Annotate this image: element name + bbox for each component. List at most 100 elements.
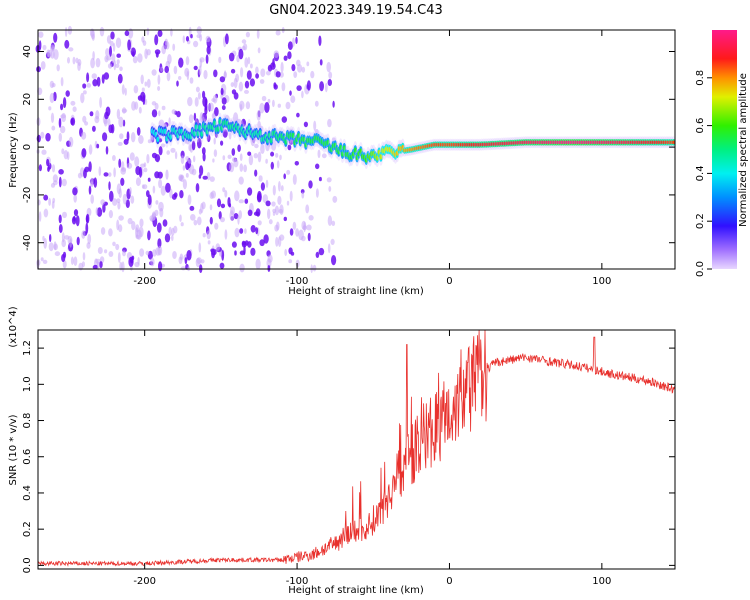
spectrogram-noise-blob — [307, 232, 311, 242]
spectrogram-noise-blob — [187, 194, 192, 206]
spectrogram-noise-blob — [72, 56, 76, 65]
spectrogram-noise-blob — [199, 165, 204, 176]
spectrogram-noise-blob — [294, 161, 299, 166]
spectrogram-noise-blob — [60, 125, 66, 134]
spectrogram-noise-blob — [84, 166, 90, 173]
spectrogram-noise-blob — [221, 97, 227, 105]
spectrogram-noise-blob — [112, 241, 116, 247]
spectrogram-noise-blob — [126, 162, 133, 169]
spectrogram-noise-blob — [116, 53, 121, 58]
spectrogram-noise-blob — [147, 177, 151, 182]
spectrogram-noise-blob — [85, 215, 89, 224]
spectrogram-noise-blob — [295, 259, 300, 268]
spectrogram-noise-blob — [81, 131, 87, 140]
spectrogram-noise-blob — [99, 97, 102, 108]
spectrogram-noise-blob — [243, 43, 248, 51]
spectrogram-noise-blob — [93, 177, 98, 188]
spectrogram-noise-blob — [253, 153, 258, 159]
spectrogram-noise-blob — [126, 131, 130, 142]
spectrogram-noise-blob — [38, 31, 44, 38]
spectrogram-noise-blob — [137, 257, 140, 265]
spectrogram-noise-blob — [244, 57, 249, 68]
spectrogram-noise-blob — [140, 74, 144, 85]
spectrogram-noise-blob — [238, 199, 244, 204]
spectrogram-noise-blob — [239, 163, 244, 172]
spectrogram-noise-blob — [261, 95, 267, 102]
ridge-core — [269, 137, 273, 144]
spectrogram-noise-blob — [48, 242, 54, 252]
spectrogram-noise-blob — [166, 150, 170, 155]
spectrogram-noise-blob — [43, 194, 49, 201]
spectrogram-noise-blob — [243, 164, 248, 173]
spectrogram-noise-blob — [90, 194, 94, 204]
spectrogram-noise-blob — [258, 175, 263, 182]
spectrogram-frame — [37, 29, 676, 270]
spectrogram-noise-blob — [118, 158, 122, 168]
spectrogram-noise-blob — [95, 258, 101, 264]
colorbar-tick-label: 0.6 — [695, 118, 706, 134]
spectrogram-noise-blob — [107, 172, 112, 178]
spectrogram-noise-blob — [287, 144, 292, 151]
spectrogram-noise-blob — [254, 143, 259, 149]
spectrogram-noise-blob — [154, 102, 159, 110]
spectrogram-noise-blob — [306, 80, 311, 91]
spectrogram-noise-blob — [209, 176, 215, 182]
spectrogram-noise-blob — [140, 163, 146, 168]
spectrogram-noise-blob — [164, 38, 168, 46]
spectrogram-noise-blob — [170, 147, 176, 153]
spectrogram-noise-cloud — [35, 25, 338, 274]
spectrogram-noise-blob — [147, 194, 152, 206]
spectrogram-noise-blob — [72, 106, 77, 112]
spectrogram-noise-blob — [100, 227, 106, 235]
ridge-core — [326, 139, 330, 146]
spectrogram-noise-blob — [58, 176, 62, 188]
spectrogram-noise-blob — [77, 62, 81, 71]
spectrogram-noise-blob — [92, 125, 96, 132]
spectrogram-noise-blob — [129, 152, 135, 161]
spectrogram-noise-blob — [179, 253, 184, 261]
spectrogram-noise-blob — [248, 154, 254, 166]
spectrogram-noise-blob — [287, 41, 293, 50]
spectrogram-noise-blob — [171, 109, 176, 115]
spectrogram-noise-blob — [288, 259, 293, 264]
spectrogram-noise-blob — [100, 199, 106, 206]
spectrogram-noise-blob — [191, 140, 196, 151]
spectrogram-noise-blob — [228, 203, 232, 208]
spectrogram-noise-blob — [195, 86, 200, 93]
spectrogram-noise-blob — [297, 64, 303, 73]
spectrogram-noise-blob — [332, 195, 338, 203]
spectrogram-noise-blob — [289, 228, 294, 236]
spectrogram-noise-blob — [172, 251, 177, 259]
spectrogram-noise-blob — [64, 27, 68, 37]
spectrogram-noise-blob — [198, 65, 202, 76]
spectrogram-noise-blob — [168, 226, 172, 236]
spectrogram-noise-blob — [116, 183, 122, 195]
spectrogram-noise-blob — [61, 254, 66, 262]
spectrogram-noise-blob — [137, 53, 143, 63]
spectrogram-noise-blob — [314, 100, 319, 107]
ridge-core — [353, 147, 357, 153]
spectrogram-noise-blob — [157, 171, 163, 179]
spectrogram-noise-blob — [182, 35, 185, 44]
spectrogram-noise-blob — [130, 195, 135, 204]
spectrogram-noise-blob — [90, 57, 95, 69]
spectrogram-noise-blob — [137, 95, 143, 101]
spectrogram-noise-blob — [260, 68, 266, 77]
spectrogram-noise-blob — [136, 229, 142, 240]
spectrogram-noise-blob — [224, 190, 228, 198]
spectrogram-noise-blob — [205, 35, 211, 43]
spectrogram-noise-blob — [152, 212, 156, 218]
spectrogram-noise-blob — [95, 207, 99, 216]
spectrogram-noise-blob — [310, 70, 315, 79]
spectrogram-noise-blob — [92, 79, 98, 87]
spectrogram-noise-blob — [259, 239, 265, 247]
spectrogram-noise-blob — [51, 125, 56, 131]
spectrogram-noise-blob — [315, 188, 319, 198]
spectrogram-noise-blob — [233, 158, 239, 168]
spectrogram-noise-blob — [291, 64, 296, 72]
ridge-core — [297, 133, 301, 139]
spectrogram-x-axis-label: Height of straight line (km) — [288, 286, 424, 297]
spectrogram-noise-blob — [145, 250, 150, 256]
spectrogram-noise-blob — [46, 49, 51, 58]
spectrogram-noise-blob — [85, 222, 89, 234]
